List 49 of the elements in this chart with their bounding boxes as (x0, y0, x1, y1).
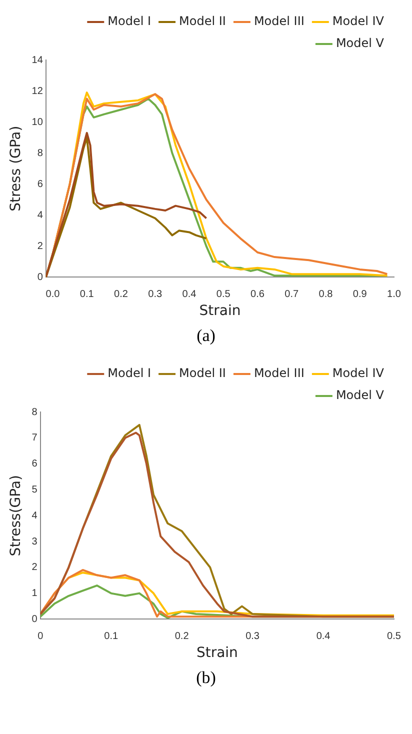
y-tick-label: 2 (32, 562, 38, 574)
legend-label: Model II (179, 366, 226, 380)
text: (b) (195, 667, 217, 689)
legend-label: Model III (254, 366, 304, 380)
y-tick-label: 4 (32, 510, 38, 522)
y-tick-label: 8 (37, 148, 44, 159)
y-tick-label: 14 (32, 54, 44, 66)
x-tick-label: 0.8 (318, 288, 334, 300)
y-tick-label: 2 (37, 240, 44, 252)
y-tick-label: 0 (37, 272, 44, 283)
legend-label: Model I (108, 366, 152, 380)
y-tick-label: 6 (32, 458, 38, 470)
x-tick-label: 0.9 (352, 288, 368, 300)
x-tick-label: 0.2 (114, 288, 128, 300)
x-tick-label: 0.1 (80, 288, 94, 300)
legend-label: Model III (254, 14, 304, 28)
y-tick-label: 5 (32, 484, 38, 496)
legend-label: Model IV (332, 366, 385, 380)
y-tick-label: 7 (32, 432, 38, 444)
y-tick-label: 12 (32, 86, 44, 97)
y-axis-title: Stress(GPa) (8, 475, 24, 556)
x-tick-label: 1.0 (387, 288, 402, 300)
x-tick-label: 0.6 (250, 288, 265, 300)
x-tick-label: 0.4 (182, 288, 197, 300)
x-tick-label: 0.0 (46, 288, 60, 300)
y-tick-label: 1 (32, 588, 38, 600)
legend-label: Model V (336, 36, 385, 50)
x-axis-title: Strain (196, 645, 238, 662)
y-tick-label: 0 (32, 614, 38, 625)
x-tick-label: 0.7 (284, 288, 300, 300)
y-tick-label: 3 (32, 536, 38, 548)
y-tick-label: 8 (32, 406, 38, 418)
y-tick-label: 4 (37, 210, 44, 221)
x-tick-label: 0.4 (316, 630, 331, 642)
x-tick-label: 0.3 (148, 288, 163, 300)
y-tick-label: 10 (32, 116, 44, 128)
legend-label: Model I (108, 14, 152, 28)
x-tick-label: 0.5 (216, 288, 231, 300)
legend-label: Model V (336, 388, 385, 402)
y-tick-label: 6 (37, 178, 44, 190)
x-tick-label: 0.5 (387, 630, 402, 642)
legend-label: Model IV (332, 14, 385, 28)
x-axis-title: Strain (199, 303, 241, 320)
x-tick-label: 0.3 (246, 630, 260, 642)
text: (a) (196, 325, 216, 347)
legend-label: Model II (179, 14, 226, 28)
y-axis-title: Stress (GPa) (8, 126, 24, 212)
x-tick-label: 0.2 (174, 630, 190, 642)
x-tick-label: 0.1 (104, 630, 118, 642)
